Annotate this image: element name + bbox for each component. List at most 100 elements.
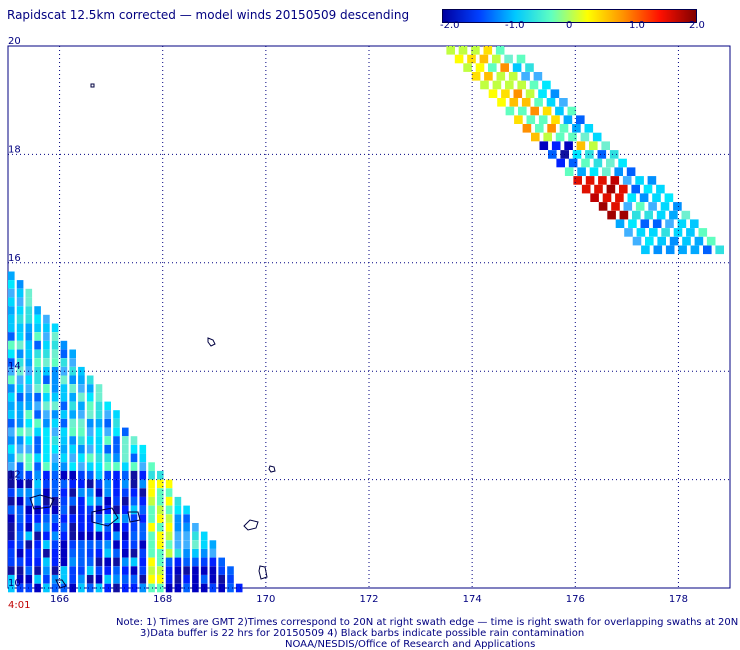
wind-cell (69, 488, 76, 497)
wind-cell (43, 523, 50, 532)
wind-cell (34, 462, 41, 471)
wind-cell (577, 167, 586, 176)
wind-cell (43, 418, 50, 428)
wind-cell (86, 479, 94, 489)
wind-cell (34, 314, 41, 324)
note-line-3: NOAA/NESDIS/Office of Research and Appli… (285, 639, 536, 650)
wind-cell (60, 479, 68, 489)
wind-cell (174, 549, 182, 558)
wind-cell (661, 228, 670, 237)
wind-cell (60, 340, 68, 350)
wind-cell (648, 202, 657, 211)
wind-cell (16, 523, 24, 532)
wind-cell (113, 418, 120, 428)
wind-cell (95, 410, 103, 419)
wind-cell (122, 575, 129, 584)
wind-cell (25, 288, 33, 298)
wind-cell (165, 488, 173, 497)
wind-cell (86, 418, 94, 428)
wind-cell (51, 349, 59, 359)
wind-cell (139, 496, 147, 506)
wind-cell (640, 219, 650, 228)
wind-cell (660, 202, 670, 211)
wind-cell (454, 54, 464, 64)
wind-cell (148, 575, 155, 584)
wind-cell (157, 479, 164, 489)
wind-cell (69, 540, 76, 549)
wind-cell (652, 219, 662, 228)
wind-cell (16, 575, 24, 584)
wind-cell (78, 418, 85, 428)
wind-cell (681, 210, 691, 220)
wind-cell (568, 158, 578, 168)
wind-cell (504, 54, 513, 64)
wind-cell (60, 453, 68, 463)
wind-cell (25, 575, 33, 584)
wind-cell (165, 540, 173, 549)
wind-cell (43, 332, 50, 341)
wind-cell (86, 462, 94, 471)
wind-cell (95, 384, 103, 393)
wind-cell (25, 375, 33, 385)
wind-cell (34, 418, 41, 428)
wind-cell (174, 496, 182, 506)
wind-cell (51, 566, 59, 575)
wind-cell (69, 392, 76, 402)
wind-cell (597, 150, 607, 159)
wind-cell (60, 523, 68, 532)
wind-cell (652, 193, 661, 202)
lon-tick-label: 172 (359, 594, 378, 605)
wind-cell (139, 488, 147, 497)
wind-cell (8, 366, 15, 376)
wind-cell (86, 566, 94, 575)
wind-cell (227, 575, 234, 584)
wind-cell (585, 176, 595, 185)
wind-cell (86, 427, 94, 437)
wind-cell (157, 496, 164, 506)
wind-cell (644, 210, 653, 220)
wind-cell (593, 158, 603, 168)
wind-cell (534, 98, 543, 107)
wind-cell (25, 566, 33, 575)
wind-cell (78, 557, 85, 567)
wind-cell (95, 549, 103, 558)
wind-cell (34, 340, 41, 350)
wind-cell (51, 384, 59, 393)
note-line-2: 3)Data buffer is 22 hrs for 20150509 4) … (140, 628, 585, 639)
wind-cell (25, 514, 33, 523)
wind-cell (538, 115, 548, 124)
wind-cell (34, 583, 41, 593)
wind-cell (34, 392, 41, 402)
wind-cell (86, 401, 94, 411)
wind-cell (60, 470, 68, 480)
wind-cell (130, 505, 138, 515)
wind-cell (183, 505, 190, 515)
wind-cell (192, 531, 199, 541)
wind-cell (148, 531, 155, 541)
wind-cell (16, 557, 24, 567)
wind-cell (69, 514, 76, 523)
wind-cell (157, 549, 164, 558)
wind-cell (543, 132, 552, 142)
wind-cell (157, 523, 164, 532)
wind-cell (602, 167, 611, 176)
wind-cell (183, 523, 190, 532)
wind-cell (78, 479, 85, 489)
wind-cell (471, 46, 480, 55)
wind-cell (95, 462, 103, 471)
wind-cell (622, 176, 632, 185)
wind-cell (698, 228, 708, 237)
wind-cell (25, 384, 33, 393)
wind-cell (104, 401, 111, 411)
wind-cell (69, 531, 76, 541)
wind-cell (139, 540, 147, 549)
wind-cell (130, 540, 138, 549)
island-outlines (29, 83, 276, 589)
wind-cell (157, 488, 164, 497)
wind-cell (104, 418, 111, 428)
wind-cell (51, 479, 59, 489)
wind-cell (86, 531, 94, 541)
wind-cell (631, 184, 640, 194)
wind-cell (43, 349, 50, 359)
wind-cell (43, 531, 50, 541)
